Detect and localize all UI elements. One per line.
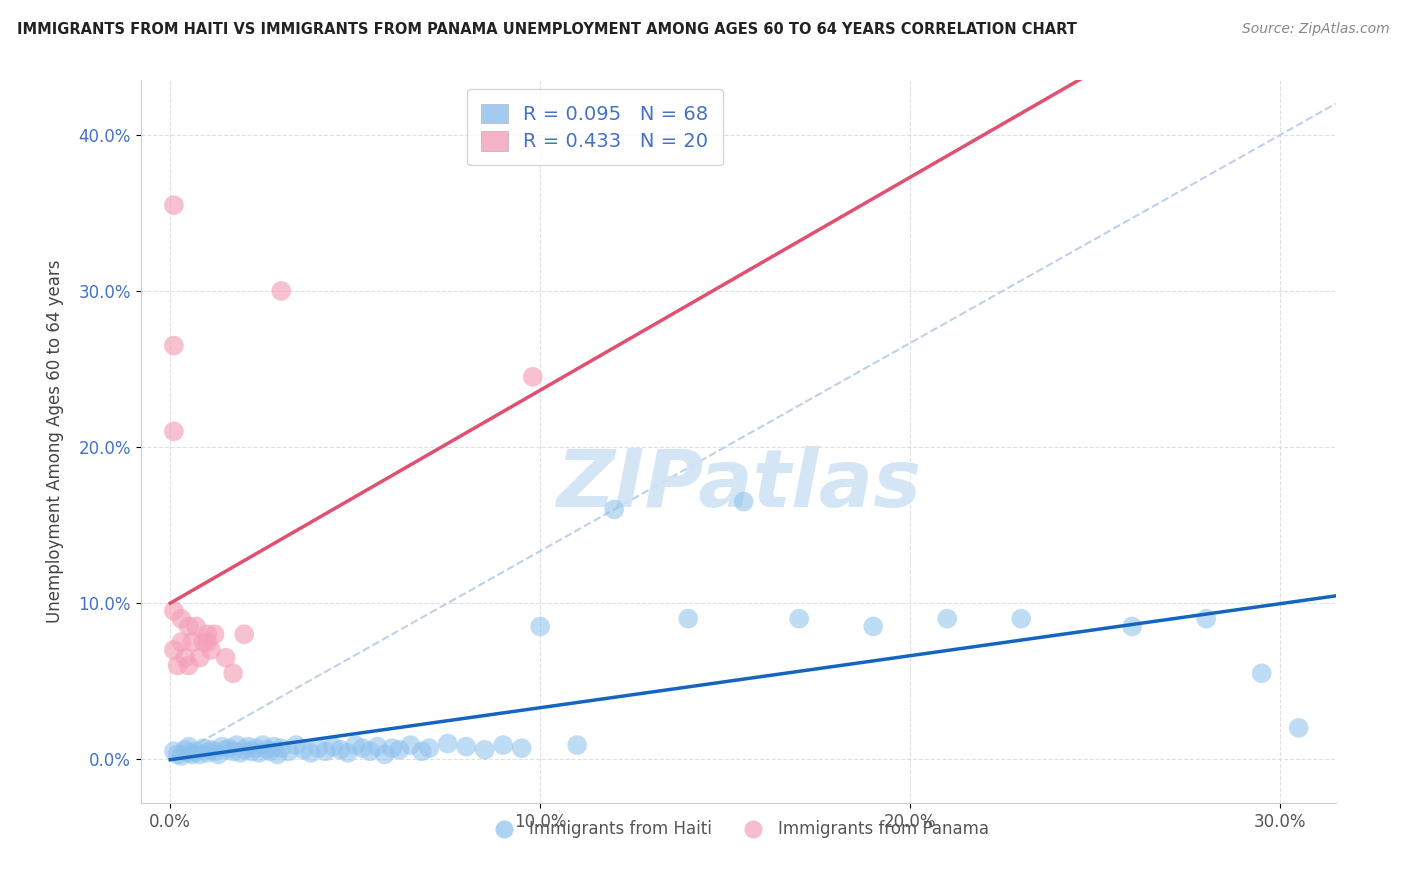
Point [603, 502, 626, 516]
Point [381, 741, 404, 756]
Point [266, 747, 288, 762]
Point [163, 338, 186, 352]
Text: Source: ZipAtlas.com: Source: ZipAtlas.com [1241, 22, 1389, 37]
Point [307, 741, 329, 756]
Point [163, 425, 186, 439]
Point [170, 612, 193, 626]
Point [233, 743, 256, 757]
Point [222, 744, 245, 758]
Point [259, 744, 281, 758]
Point [1250, 666, 1272, 681]
Point [236, 739, 259, 754]
Point [225, 738, 247, 752]
Point [936, 612, 959, 626]
Point [188, 747, 211, 762]
Point [1288, 721, 1310, 735]
Point [254, 743, 277, 757]
Point [359, 744, 381, 758]
Point [195, 627, 218, 641]
Point [263, 739, 285, 754]
Point [787, 612, 810, 626]
Point [322, 739, 344, 754]
Point [184, 619, 207, 633]
Point [207, 747, 229, 762]
Point [399, 738, 422, 752]
Point [285, 738, 308, 752]
Point [215, 743, 238, 757]
Point [529, 619, 551, 633]
Point [411, 744, 433, 758]
Point [436, 737, 458, 751]
Point [163, 198, 186, 212]
Point [492, 738, 515, 752]
Point [193, 635, 215, 649]
Point [352, 741, 374, 756]
Point [388, 743, 411, 757]
Point [181, 635, 204, 649]
Point [247, 746, 270, 760]
Point [177, 746, 200, 760]
Point [474, 743, 496, 757]
Point [200, 643, 222, 657]
Point [174, 650, 197, 665]
Point [456, 739, 478, 754]
Point [1121, 619, 1143, 633]
Point [240, 744, 263, 758]
Point [211, 739, 233, 754]
Point [252, 738, 274, 752]
Point [1195, 612, 1218, 626]
Point [166, 747, 188, 762]
Point [218, 741, 240, 756]
Point [163, 643, 186, 657]
Point [188, 650, 211, 665]
Point [229, 746, 252, 760]
Point [184, 744, 207, 758]
Point [174, 743, 197, 757]
Point [193, 741, 215, 756]
Point [336, 746, 359, 760]
Point [163, 744, 186, 758]
Point [733, 494, 755, 508]
Point [374, 747, 396, 762]
Point [166, 658, 188, 673]
Point [222, 666, 245, 681]
Point [270, 284, 292, 298]
Point [204, 744, 226, 758]
Point [177, 658, 200, 673]
Point [510, 741, 533, 756]
Point [195, 746, 218, 760]
Point [170, 635, 193, 649]
Point [522, 369, 544, 384]
Point [366, 739, 388, 754]
Point [233, 627, 256, 641]
Point [862, 619, 884, 633]
Point [329, 743, 352, 757]
Point [245, 741, 267, 756]
Point [270, 741, 292, 756]
Point [163, 604, 186, 618]
Text: ZIPatlas: ZIPatlas [555, 446, 921, 524]
Point [418, 741, 440, 756]
Point [315, 744, 337, 758]
Point [204, 627, 226, 641]
Point [170, 749, 193, 764]
Point [1010, 612, 1032, 626]
Y-axis label: Unemployment Among Ages 60 to 64 years: Unemployment Among Ages 60 to 64 years [46, 260, 65, 624]
Point [344, 738, 367, 752]
Point [676, 612, 699, 626]
Point [277, 744, 299, 758]
Point [200, 743, 222, 757]
Point [195, 635, 218, 649]
Text: IMMIGRANTS FROM HAITI VS IMMIGRANTS FROM PANAMA UNEMPLOYMENT AMONG AGES 60 TO 64: IMMIGRANTS FROM HAITI VS IMMIGRANTS FROM… [17, 22, 1077, 37]
Point [299, 746, 322, 760]
Point [181, 747, 204, 762]
Point [215, 650, 238, 665]
Point [177, 619, 200, 633]
Legend: Immigrants from Haiti, Immigrants from Panama: Immigrants from Haiti, Immigrants from P… [481, 814, 995, 845]
Point [292, 743, 315, 757]
Point [567, 738, 589, 752]
Point [177, 739, 200, 754]
